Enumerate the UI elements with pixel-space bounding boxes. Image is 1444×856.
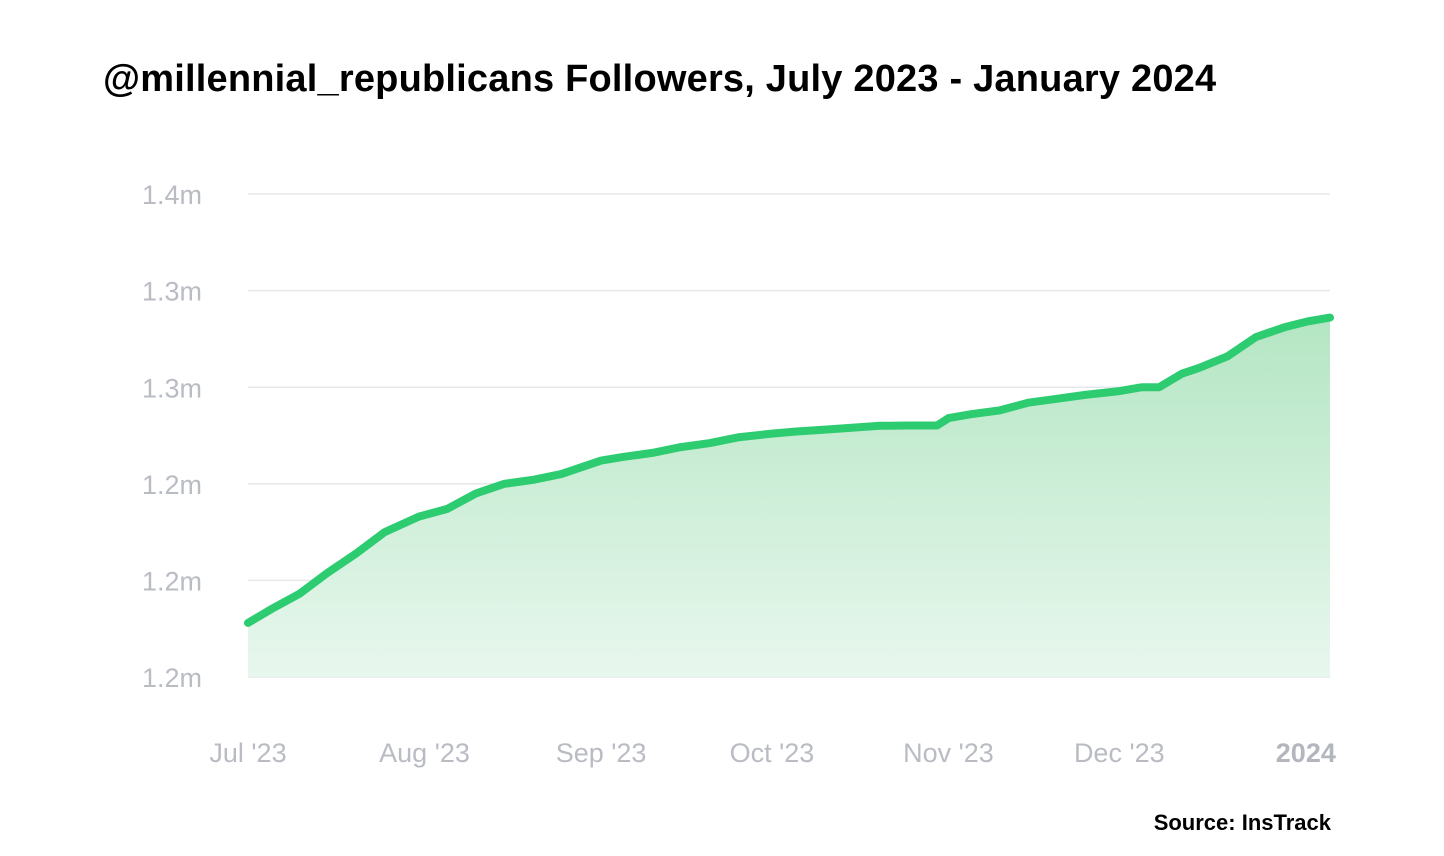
y-axis-ticks: 1.2m 1.2m 1.2m 1.3m 1.3m 1.4m [142,180,202,693]
y-tick-label: 1.4m [142,180,202,210]
x-tick-label: Nov '23 [903,738,994,768]
x-tick-label: 2024 [1276,738,1336,768]
y-tick-label: 1.2m [142,663,202,693]
area-fill [248,317,1330,677]
source-note: Source: InsTrack [1153,810,1331,835]
y-tick-label: 1.2m [142,470,202,500]
series-line [244,313,1334,627]
x-tick-label: Sep '23 [556,738,647,768]
x-tick-label: Aug '23 [379,738,470,768]
x-tick-label: Jul '23 [209,738,286,768]
y-tick-label: 1.3m [142,373,202,403]
x-tick-label: Dec '23 [1074,738,1165,768]
x-axis-ticks: Jul '23 Aug '23 Sep '23 Oct '23 Nov '23 Dec '… [209,738,1335,768]
chart-title: @millennial_republicans Followers, July … [103,58,1217,100]
x-tick-label: Oct '23 [730,738,815,768]
y-tick-label: 1.2m [142,567,202,597]
y-tick-label: 1.3m [142,277,202,307]
